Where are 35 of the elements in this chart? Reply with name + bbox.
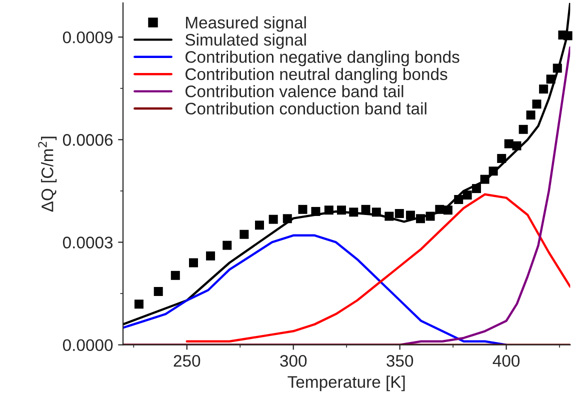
point bbox=[518, 124, 528, 134]
legend-label: Contribution valence band tail bbox=[186, 85, 404, 98]
y-tick-label: 0.0009 bbox=[62, 31, 113, 44]
legend-label: Contribution neutral dangling bonds bbox=[186, 68, 448, 84]
point bbox=[462, 190, 472, 200]
point bbox=[154, 286, 163, 296]
point bbox=[134, 300, 144, 309]
x-axis-title: Temperature [K] bbox=[288, 376, 405, 392]
y-tick-label: 0.0003 bbox=[62, 236, 113, 248]
x-tick-label: 300 bbox=[280, 354, 307, 367]
point bbox=[532, 100, 542, 109]
point bbox=[268, 214, 278, 224]
point bbox=[240, 230, 249, 239]
legend-label: Simulated signal bbox=[185, 33, 306, 49]
point bbox=[526, 110, 536, 120]
legend-label: Contribution conduction band tail bbox=[186, 102, 426, 115]
point bbox=[298, 204, 308, 214]
legend-label: Contribution negative dangling bonds bbox=[186, 50, 460, 66]
y-axis-title: ΔQ [C/m$^{2}$] bbox=[38, 136, 57, 212]
point bbox=[497, 154, 506, 163]
point bbox=[170, 270, 180, 280]
legend-label: Measured signal bbox=[186, 16, 306, 32]
line-series bbox=[186, 193, 570, 343]
y-tick-label: 0.0000 bbox=[62, 339, 113, 352]
point bbox=[539, 84, 548, 94]
point bbox=[188, 258, 198, 268]
x-tick-label: 250 bbox=[174, 354, 200, 367]
point bbox=[406, 210, 415, 220]
y-tick-label: 0.0006 bbox=[62, 134, 113, 146]
point bbox=[394, 209, 404, 218]
point bbox=[255, 220, 264, 230]
x-tick-label: 400 bbox=[492, 354, 520, 367]
x-tick-label: 350 bbox=[386, 354, 414, 367]
point bbox=[222, 240, 232, 250]
point bbox=[206, 251, 216, 260]
